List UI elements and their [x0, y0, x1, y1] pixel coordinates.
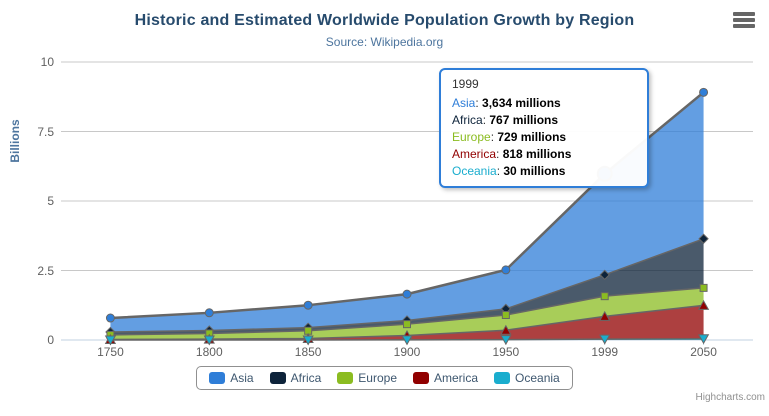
legend-label: Europe: [358, 371, 397, 385]
legend: Asia Africa Europe America Oceania: [0, 366, 769, 390]
legend-swatch-america: [413, 372, 429, 384]
tooltip-series-value: 3,634 millions: [482, 96, 561, 110]
marker-asia[interactable]: [303, 300, 313, 310]
x-axis-label: 1999: [591, 345, 619, 359]
marker-asia[interactable]: [204, 308, 214, 318]
marker-oceania[interactable]: [697, 334, 710, 345]
marker-europe[interactable]: [403, 320, 411, 329]
tooltip-series-name: Oceania: [452, 164, 497, 178]
tooltip-row-africa: Africa: 767 millions: [452, 113, 559, 127]
tooltip-category: 1999: [452, 77, 479, 91]
x-axis-label: 1750: [97, 345, 124, 359]
marker-oceania[interactable]: [104, 335, 117, 346]
y-axis-label: 2.5: [37, 263, 54, 278]
tooltip-series-value: 729 millions: [497, 130, 567, 144]
marker-asia[interactable]: [699, 87, 709, 97]
legend-swatch-oceania: [494, 372, 511, 384]
legend-item-europe[interactable]: Europe: [337, 371, 397, 385]
legend-item-oceania[interactable]: Oceania: [494, 371, 560, 385]
legend-swatch-asia: [209, 372, 226, 384]
legend-item-america[interactable]: America: [413, 371, 478, 385]
marker-africa[interactable]: [599, 269, 610, 281]
marker-america[interactable]: [500, 324, 512, 335]
chart-title: Historic and Estimated Worldwide Populat…: [134, 12, 635, 29]
marker-oceania[interactable]: [302, 335, 314, 346]
tooltip-series-name: Africa: [452, 113, 483, 127]
tooltip-series-value: 30 millions: [503, 164, 566, 178]
marker-europe[interactable]: [699, 283, 708, 292]
tooltip: 1999 Asia: 3,634 millions Africa: 767 mil…: [439, 68, 649, 188]
x-axis-label: 1900: [393, 345, 421, 359]
marker-asia[interactable]: [501, 265, 511, 275]
marker-europe[interactable]: [600, 292, 609, 301]
tooltip-row-america: America: 818 millions: [452, 147, 572, 161]
y-axis-label: 0: [47, 333, 54, 347]
legend-swatch-africa: [269, 372, 286, 384]
legend-label: America: [434, 371, 479, 385]
legend-item-africa[interactable]: Africa: [269, 371, 322, 385]
x-axis-label: 1850: [294, 345, 322, 359]
tooltip-series-value: 818 millions: [502, 147, 572, 161]
legend-box: Asia Africa Europe America Oceania: [196, 366, 573, 390]
legend-label: Asia: [230, 371, 254, 385]
tooltip-row-europe: Europe: 729 millions: [452, 130, 567, 144]
marker-africa[interactable]: [698, 233, 709, 244]
marker-asia[interactable]: [402, 289, 412, 299]
area-asia[interactable]: [110, 92, 704, 332]
marker-america[interactable]: [697, 299, 710, 310]
marker-asia[interactable]: [105, 313, 115, 323]
y-axis-label: 7.5: [37, 124, 54, 139]
legend-item-asia[interactable]: Asia: [209, 371, 254, 385]
tooltip-series-name: Asia: [452, 96, 476, 110]
tooltip-series-value: 767 millions: [489, 113, 559, 127]
y-axis-title: Billions: [8, 119, 22, 163]
tooltip-row-asia: Asia: 3,634 millions: [452, 96, 561, 110]
marker-oceania[interactable]: [500, 335, 512, 346]
marker-oceania[interactable]: [599, 334, 611, 345]
tooltip-series-name: Europe: [452, 130, 491, 144]
tooltip-series-name: America: [452, 147, 497, 161]
x-axis-label: 1800: [195, 345, 223, 359]
marker-america[interactable]: [599, 310, 611, 321]
legend-label: Africa: [290, 371, 322, 385]
x-axis-label: 1950: [492, 345, 520, 359]
area-america[interactable]: [110, 305, 704, 340]
hamburger-icon: [733, 12, 755, 16]
credits-link[interactable]: Highcharts.com: [695, 392, 765, 403]
y-axis-label: 5: [47, 194, 54, 208]
y-axis-label: 10: [40, 55, 54, 69]
area-africa[interactable]: [110, 238, 704, 335]
marker-oceania[interactable]: [401, 335, 413, 346]
legend-label: Oceania: [515, 371, 560, 385]
marker-oceania[interactable]: [203, 335, 215, 346]
chart-subtitle: Source: Wikipedia.org: [325, 35, 444, 49]
marker-europe[interactable]: [501, 311, 510, 320]
context-menu-button[interactable]: [733, 12, 757, 32]
legend-swatch-europe: [337, 372, 354, 384]
tooltip-row-oceania: Oceania: 30 millions: [452, 164, 566, 178]
x-axis-label: 2050: [690, 345, 717, 359]
